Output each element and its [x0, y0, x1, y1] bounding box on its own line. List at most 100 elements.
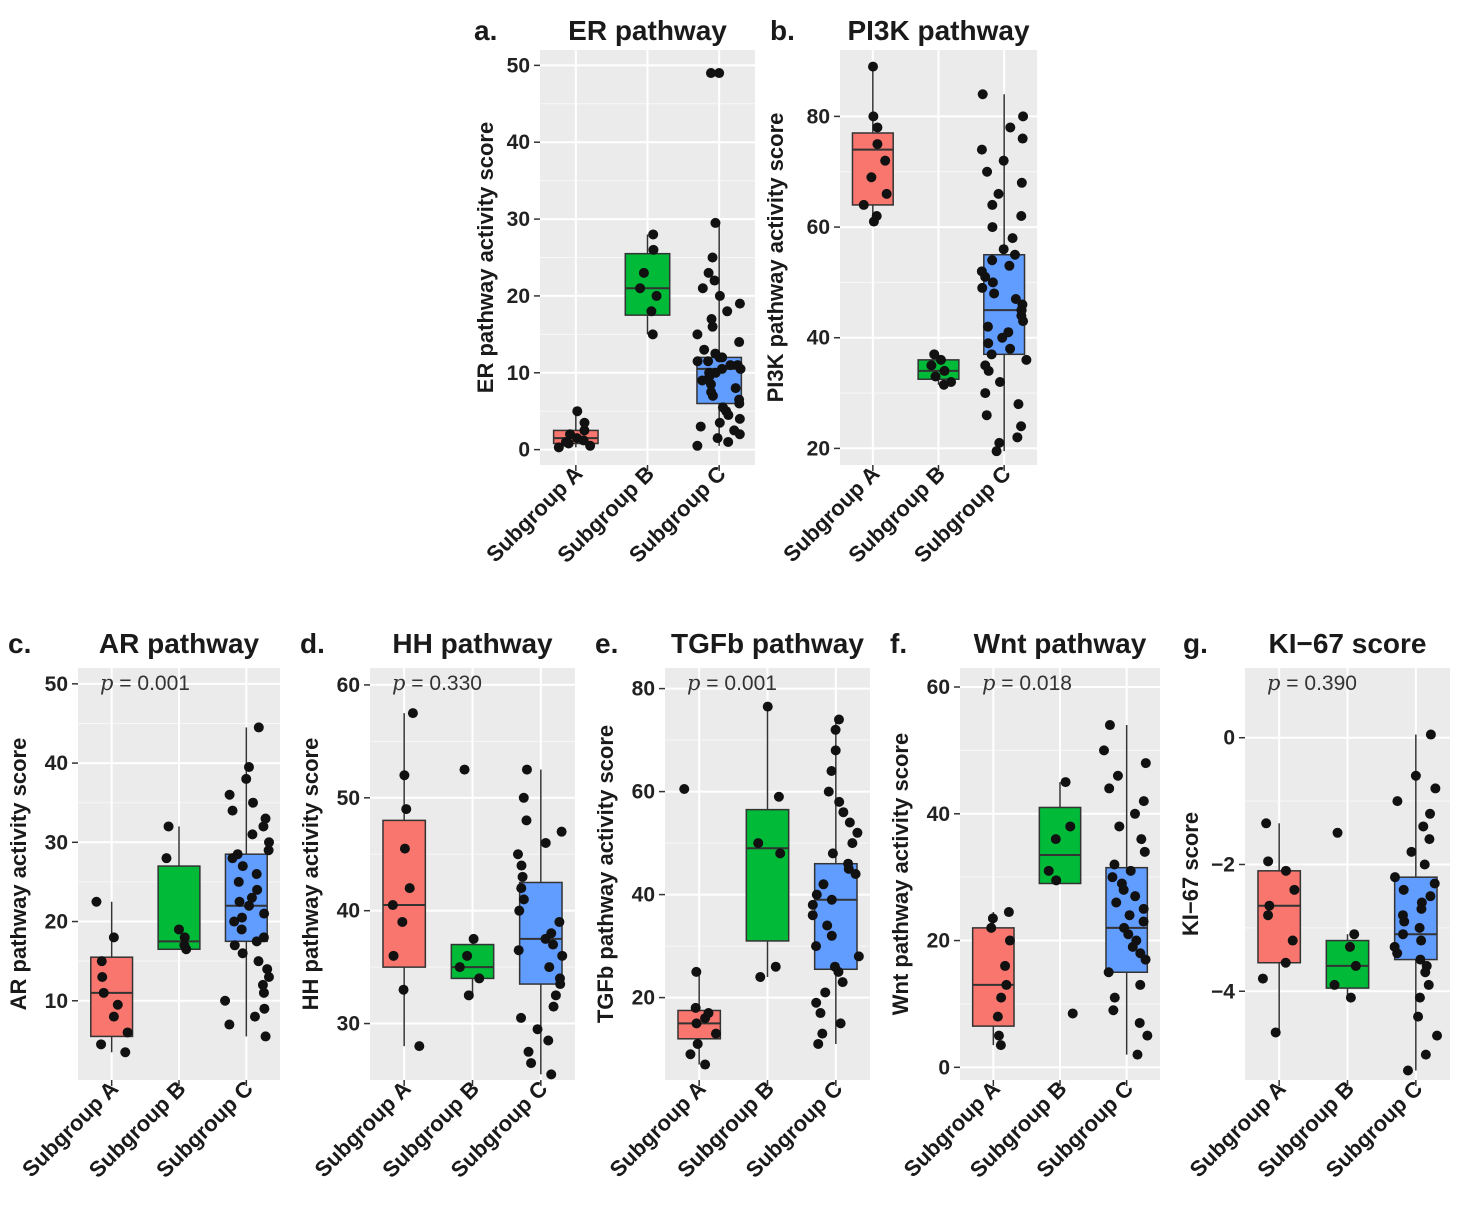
data-point: [651, 290, 662, 301]
data-point: [1430, 783, 1441, 794]
data-point: [705, 379, 716, 390]
data-point: [179, 932, 190, 943]
data-point: [224, 1019, 235, 1030]
data-point: [517, 871, 528, 882]
box-subgroup-c: [1098, 720, 1153, 1060]
data-point: [263, 972, 274, 982]
data-point: [880, 155, 891, 166]
data-point: [987, 222, 998, 233]
data-point: [404, 883, 415, 894]
y-tick-label: 0: [1223, 727, 1235, 750]
data-point: [852, 827, 863, 838]
data-point: [260, 813, 271, 824]
data-point: [234, 896, 245, 907]
data-point: [1103, 967, 1114, 978]
data-point: [1425, 891, 1436, 902]
data-point: [463, 990, 474, 1001]
data-point: [414, 1041, 425, 1052]
data-point: [259, 1003, 270, 1014]
data-point: [775, 848, 786, 859]
panel-letter: d.: [300, 628, 325, 659]
panel-letter: a.: [474, 15, 497, 46]
box-subgroup-c: [807, 714, 864, 1049]
data-point: [560, 436, 571, 447]
data-point: [692, 356, 703, 367]
data-point: [227, 805, 238, 816]
y-axis-label: HH pathway activity score: [298, 738, 323, 1011]
data-point: [526, 1058, 537, 1069]
data-point: [930, 371, 941, 382]
data-point: [996, 992, 1007, 1003]
data-point: [638, 267, 649, 278]
data-point: [1413, 1011, 1424, 1022]
data-point: [229, 916, 240, 927]
box-body: [157, 865, 201, 951]
y-tick-label: 30: [507, 208, 530, 231]
data-point: [850, 869, 861, 879]
box-subgroup-b: [917, 349, 960, 390]
data-point: [976, 266, 987, 277]
data-point: [976, 144, 987, 155]
data-point: [516, 1012, 527, 1023]
data-point: [1124, 910, 1135, 921]
data-point: [1421, 960, 1432, 971]
y-tick-label: 40: [927, 803, 950, 826]
data-point: [1423, 979, 1434, 990]
y-tick-label: 50: [45, 673, 68, 696]
box-subgroup-c: [692, 68, 746, 451]
box-subgroup-a: [382, 708, 427, 1052]
data-point: [807, 910, 818, 921]
panel-letter: e.: [595, 628, 618, 659]
data-point: [827, 848, 838, 859]
data-point: [546, 1069, 557, 1080]
data-point: [1104, 783, 1115, 794]
data-point: [1425, 808, 1436, 819]
data-point: [817, 1028, 828, 1039]
data-point: [1016, 177, 1027, 188]
data-point: [1398, 929, 1409, 940]
data-point: [818, 879, 829, 890]
data-point: [260, 1031, 271, 1042]
data-point: [847, 838, 858, 849]
data-point: [1398, 884, 1409, 895]
data-point: [868, 111, 879, 122]
data-point: [1010, 294, 1021, 304]
data-point: [981, 410, 992, 421]
data-point: [987, 277, 998, 288]
data-point: [1017, 133, 1028, 144]
data-point: [734, 337, 745, 348]
data-point: [986, 922, 997, 933]
data-point: [926, 360, 937, 371]
data-point: [1410, 770, 1421, 781]
data-point: [977, 89, 988, 100]
y-tick-label: 40: [507, 131, 530, 154]
data-point: [1016, 421, 1027, 432]
data-point: [995, 1040, 1006, 1051]
data-point: [815, 1008, 826, 1019]
data-point: [237, 948, 248, 959]
box-body: [745, 808, 790, 942]
box-subgroup-c: [220, 722, 275, 1042]
data-point: [557, 950, 568, 961]
data-point: [1287, 935, 1298, 946]
panel-letter: b.: [770, 15, 795, 46]
data-point: [706, 313, 717, 324]
data-point: [98, 987, 109, 998]
data-point: [96, 956, 107, 967]
box-subgroup-c: [512, 764, 568, 1080]
data-point: [514, 905, 525, 916]
data-point: [813, 1038, 824, 1049]
y-tick-label: 80: [807, 105, 830, 128]
data-point: [518, 792, 529, 803]
data-point: [987, 199, 998, 210]
data-point: [987, 913, 998, 924]
data-point: [236, 924, 247, 935]
data-point: [516, 883, 527, 894]
data-point: [1332, 827, 1343, 838]
data-point: [1136, 834, 1147, 845]
data-point: [994, 377, 1005, 387]
data-point: [837, 977, 848, 988]
y-tick-label: 30: [45, 831, 68, 854]
